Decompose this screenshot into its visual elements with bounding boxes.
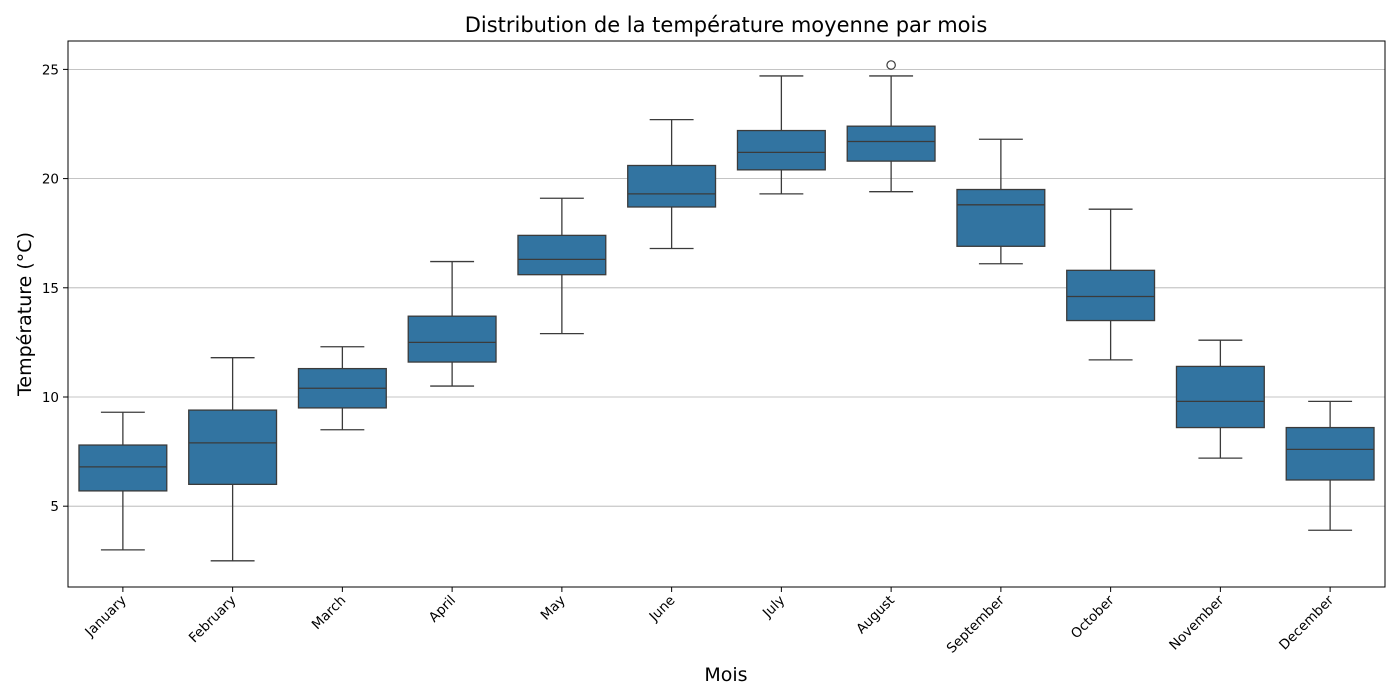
iqr-box [407, 315, 497, 363]
x-tick-label: May [538, 593, 569, 624]
x-tick-label: April [426, 593, 459, 626]
iqr-box [1175, 365, 1265, 429]
iqr-box [1285, 426, 1375, 481]
y-tick-label: 25 [42, 62, 59, 78]
axis-ticks: 5 10 15 20 25 January February March April May Jun… [42, 62, 1337, 656]
plot-frame [67, 40, 1386, 588]
x-tick-label: November [1166, 592, 1227, 653]
iqr-box [736, 129, 826, 171]
box-february [188, 357, 278, 562]
box-march [297, 346, 387, 431]
iqr-box [956, 188, 1046, 247]
box-may [517, 197, 607, 335]
x-axis-label: Mois [704, 664, 747, 686]
x-tick-label: June [646, 593, 679, 626]
y-axis-label: Température (°C) [14, 232, 36, 397]
iqr-box [1066, 269, 1156, 322]
box-april [407, 260, 497, 387]
iqr-box [846, 125, 936, 162]
outlier-point [886, 60, 896, 70]
x-tick-label: December [1276, 592, 1337, 653]
iqr-box [78, 444, 168, 492]
iqr-box [188, 409, 278, 486]
iqr-box [517, 234, 607, 276]
chart-title: Distribution de la température moyenne p… [465, 13, 988, 37]
box-january [78, 411, 168, 551]
x-tick-label: October [1068, 592, 1118, 642]
x-tick-label: September [944, 592, 1008, 656]
y-tick-label: 10 [42, 390, 59, 406]
y-tick-label: 20 [42, 172, 59, 188]
box-september [956, 138, 1046, 265]
iqr-box [627, 164, 717, 208]
box-july [736, 75, 826, 195]
box-june [627, 118, 717, 250]
grid-lines [68, 68, 1385, 507]
y-tick-label: 5 [50, 499, 59, 515]
x-tick-label: March [309, 593, 349, 633]
x-tick-label: August [853, 593, 898, 638]
box-december [1285, 400, 1375, 531]
x-tick-label: February [186, 593, 240, 647]
box-august [846, 60, 936, 193]
box-november [1175, 339, 1265, 459]
x-tick-label: July [759, 593, 788, 622]
box-october [1066, 208, 1156, 361]
y-tick-label: 15 [42, 281, 59, 297]
x-tick-label: January [81, 593, 129, 641]
boxes [78, 60, 1375, 562]
